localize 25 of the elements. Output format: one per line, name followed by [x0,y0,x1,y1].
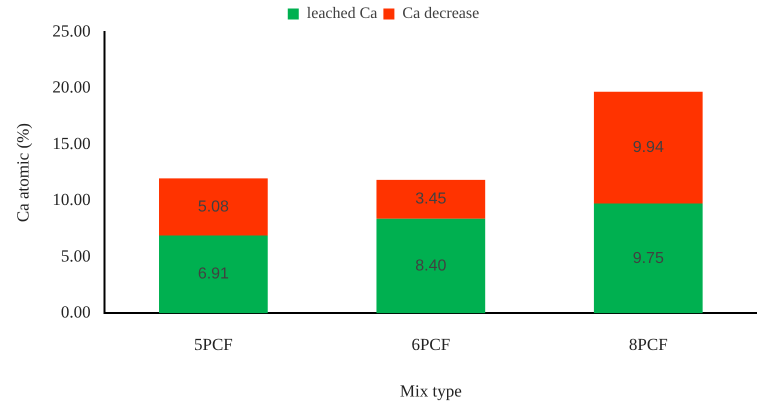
x-tick-label: 6PCF [411,334,450,354]
bar [159,235,268,314]
x-tick-label: 5PCF [194,334,233,354]
y-tick-label: 20.00 [52,78,91,97]
bar [376,180,486,219]
legend-label: Ca decrease [402,5,480,22]
x-axis-title: Mix type [400,381,462,400]
bar [376,218,486,314]
legend-label: leached Ca [306,5,378,22]
bar [594,204,703,314]
y-tick-label: 25.00 [52,21,91,40]
data-label: 3.45 [415,190,446,208]
data-label: 8.40 [415,257,446,274]
data-label: 9.94 [632,139,664,156]
bar [159,178,268,236]
y-tick-label: 10.00 [52,190,91,210]
data-label: 5.08 [198,198,230,216]
data-label: 6.91 [198,266,230,283]
y-tick-label: 0.00 [60,302,91,322]
y-axis-title: Ca atomic (%) [14,123,33,222]
bar [594,92,703,204]
x-tick-label: 8PCF [628,334,668,354]
y-tick-label: 15.00 [52,134,91,153]
y-tick-label: 5.00 [60,246,91,266]
data-label: 9.75 [632,250,664,267]
